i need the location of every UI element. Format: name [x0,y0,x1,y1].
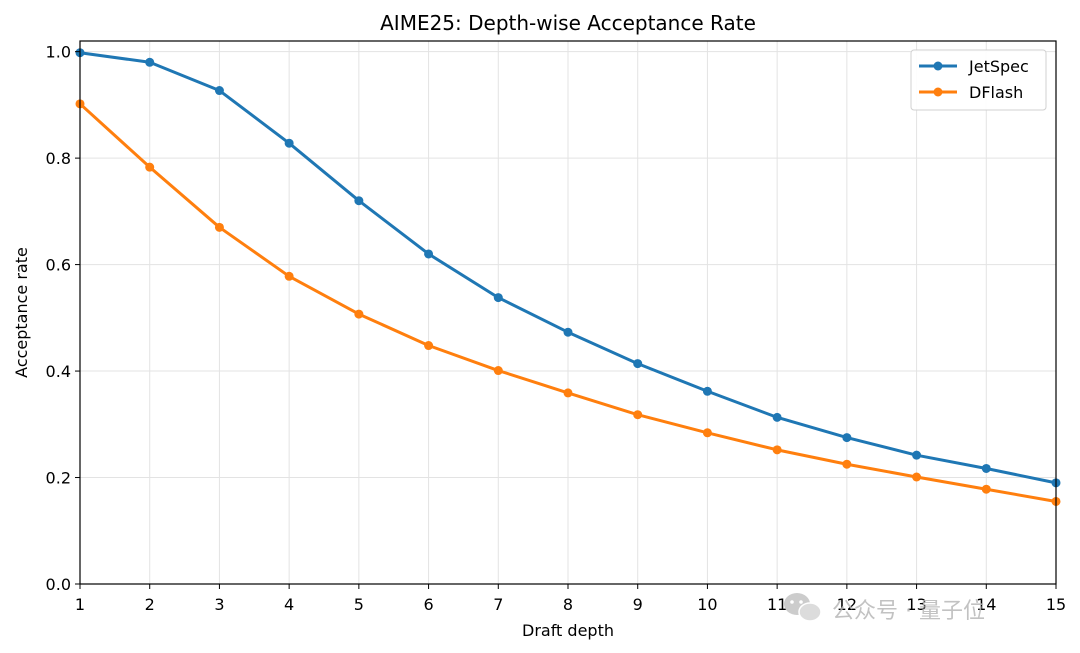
data-point [981,463,991,473]
data-point [354,196,364,206]
data-point [633,359,643,369]
x-tick-label: 14 [976,595,996,614]
x-tick-label: 3 [214,595,224,614]
data-point [424,341,434,351]
data-point [842,433,852,443]
x-axis-label: Draft depth [522,621,614,640]
y-tick-label: 0.2 [46,469,71,488]
series-jetspec [75,48,1061,488]
series-layer [75,48,1061,506]
legend-marker [933,87,943,97]
x-tick-label: 5 [354,595,364,614]
x-tick-label: 6 [423,595,433,614]
y-axis-label: Acceptance rate [12,247,31,378]
data-point [563,327,573,337]
data-point [563,388,573,398]
x-tick-label: 2 [145,595,155,614]
legend-item: JetSpec [919,57,1029,76]
grid [79,41,1057,585]
data-point [284,271,294,281]
data-point [145,57,155,67]
data-point [981,484,991,494]
data-point [912,450,922,460]
y-tick-label: 0.6 [46,256,71,275]
series-dflash [75,99,1061,506]
ticks: 1 2 3 4 5 6 7 8 9 10 11 12 13 14 150.00.20.40.60.81.0 [46,43,1067,614]
x-tick-label: 10 [697,595,717,614]
x-tick-label: 1 [75,595,85,614]
data-point [424,249,434,259]
x-tick-label: 12 [837,595,857,614]
data-point [912,472,922,482]
data-point [772,445,782,455]
data-point [702,428,712,438]
data-point [842,459,852,469]
x-tick-label: 13 [906,595,926,614]
y-tick-label: 0.8 [46,149,71,168]
data-point [145,162,155,172]
data-point [354,309,364,319]
x-tick-label: 15 [1046,595,1066,614]
x-tick-label: 4 [284,595,294,614]
x-tick-label: 11 [767,595,787,614]
data-point [493,293,503,303]
legend-item: DFlash [919,83,1023,102]
watermark-text: 公众号 · 量子位 [832,599,985,624]
data-point [772,412,782,422]
data-point [633,410,643,420]
x-tick-label: 8 [563,595,573,614]
legend-label: JetSpec [968,57,1029,76]
data-point [214,86,224,96]
legend: JetSpec DFlash [910,49,1047,111]
y-tick-label: 0.0 [46,575,71,594]
x-tick-label: 9 [633,595,643,614]
x-tick-label: 7 [493,595,503,614]
wechat-icon [784,593,822,622]
data-point [702,386,712,396]
legend-label: DFlash [969,83,1023,102]
watermark: 公众号 · 量子位 [784,593,985,624]
y-tick-label: 0.4 [46,362,71,381]
data-point [284,138,294,148]
chart-title: AIME25: Depth-wise Acceptance Rate [380,11,756,35]
data-point [214,222,224,232]
legend-marker [933,61,943,71]
data-point [493,366,503,376]
y-tick-label: 1.0 [46,43,71,62]
